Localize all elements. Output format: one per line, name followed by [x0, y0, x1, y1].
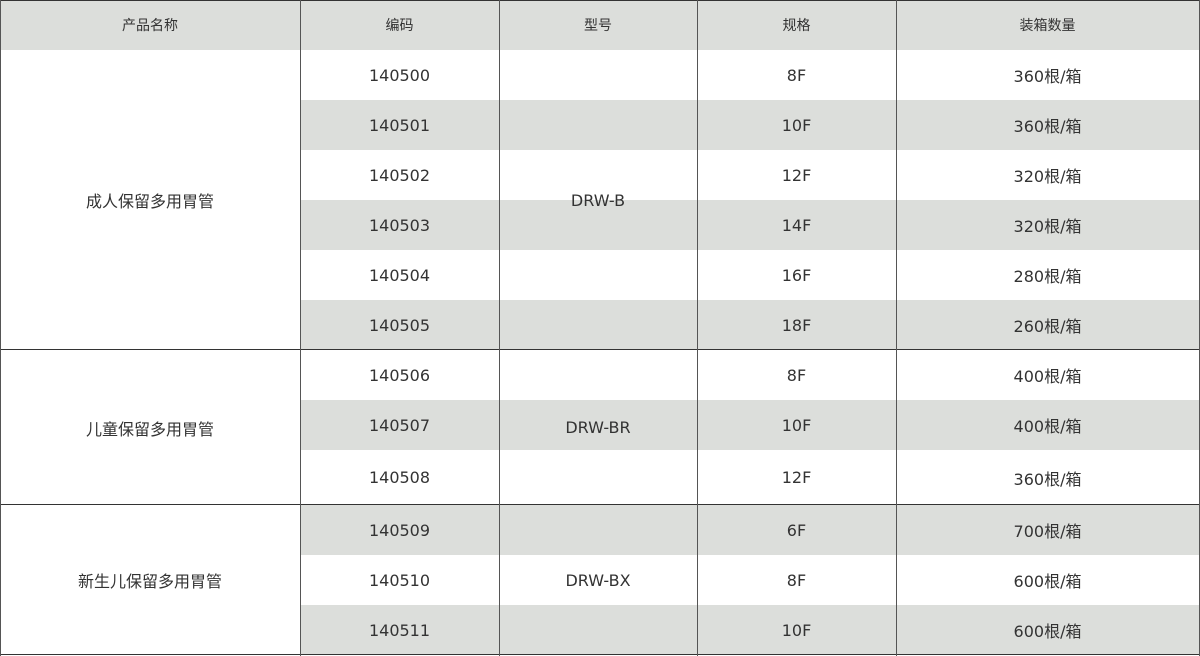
- qty-cell: 360根/箱: [1013, 469, 1082, 489]
- header-qty: 装箱数量: [1019, 18, 1076, 34]
- spec-cell: 8F: [786, 365, 807, 385]
- code-cell: 140502: [368, 165, 431, 185]
- table-header: [0, 0, 1200, 50]
- header-code: 编码: [385, 18, 414, 34]
- code-cell: 140507: [368, 415, 431, 435]
- model-cell: DRW-BX: [565, 570, 631, 590]
- column-divider: [896, 0, 897, 656]
- qty-cell: 600根/箱: [1013, 572, 1082, 591]
- qty-cell: 360根/箱: [1013, 117, 1082, 136]
- group-divider: [0, 654, 1200, 655]
- code-cell: 140501: [368, 115, 431, 135]
- spec-cell: 12F: [781, 165, 812, 185]
- product-name-cell: 儿童保留多用胃管: [85, 419, 214, 439]
- column-divider: [300, 0, 301, 656]
- code-cell: 140511: [368, 620, 431, 640]
- qty-cell: 260根/箱: [1013, 317, 1082, 336]
- code-cell: 140503: [368, 215, 431, 235]
- code-cell: 140510: [368, 570, 431, 590]
- code-cell: 140508: [368, 468, 431, 487]
- spec-cell: 18F: [781, 315, 812, 335]
- table-row-stripe: [300, 400, 1200, 450]
- spec-cell: 10F: [781, 620, 812, 640]
- spec-cell: 16F: [781, 265, 812, 285]
- group-divider: [0, 349, 1200, 350]
- product-name-cell: 成人保留多用胃管: [85, 192, 214, 211]
- header-product-name: 产品名称: [122, 18, 178, 34]
- spec-cell: 8F: [786, 65, 807, 85]
- spec-cell: 10F: [781, 115, 812, 135]
- code-cell: 140509: [368, 520, 431, 540]
- header-spec: 规格: [782, 18, 811, 34]
- code-cell: 140505: [368, 315, 431, 335]
- qty-cell: 360根/箱: [1013, 67, 1082, 86]
- header-model: 型号: [584, 18, 612, 34]
- qty-cell: 400根/箱: [1013, 367, 1082, 386]
- table-row-stripe: [300, 300, 1200, 350]
- column-divider: [0, 0, 1, 656]
- qty-cell: 400根/箱: [1013, 417, 1082, 436]
- spec-cell: 14F: [781, 215, 812, 235]
- table-row-stripe: [300, 100, 1200, 150]
- spec-cell: 10F: [781, 415, 812, 435]
- qty-cell: 600根/箱: [1013, 622, 1082, 641]
- column-divider: [499, 0, 500, 656]
- model-cell: DRW-B: [570, 190, 626, 210]
- code-cell: 140500: [368, 65, 431, 85]
- model-cell: DRW-BR: [565, 418, 631, 437]
- code-cell: 140504: [368, 265, 431, 285]
- spec-cell: 12F: [781, 468, 812, 487]
- spec-cell: 6F: [786, 520, 807, 540]
- qty-cell: 320根/箱: [1013, 167, 1082, 186]
- border-top: [0, 0, 1200, 1]
- table-row-stripe: [300, 505, 1200, 555]
- qty-cell: 320根/箱: [1013, 217, 1082, 236]
- qty-cell: 700根/箱: [1013, 522, 1082, 541]
- product-name-cell: 新生儿保留多用胃管: [77, 572, 222, 591]
- table-row-stripe: [300, 200, 1200, 250]
- qty-cell: 280根/箱: [1013, 267, 1082, 286]
- column-divider: [697, 0, 698, 656]
- group-divider: [0, 504, 1200, 505]
- table-row-stripe: [300, 605, 1200, 655]
- spec-cell: 8F: [786, 570, 807, 590]
- code-cell: 140506: [368, 365, 431, 385]
